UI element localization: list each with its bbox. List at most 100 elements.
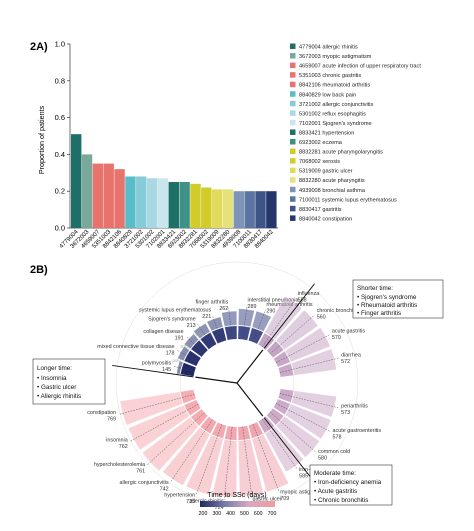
legend-swatch-4779004 bbox=[290, 43, 296, 49]
moderate-time-item-1: • Iron-deficiency anemia bbox=[314, 479, 382, 486]
legend-swatch-3721002 bbox=[290, 100, 296, 107]
faint-label-3: JSSS bbox=[192, 332, 203, 337]
bar-chart-bars bbox=[71, 134, 277, 228]
legend-swatch-7100011 bbox=[290, 196, 296, 202]
legend-entry-5351003: 5351003 chronic gastritis bbox=[299, 73, 361, 79]
radial-bar-interstitial pneumonia bbox=[238, 308, 255, 327]
radial-inner-cell-finger arthritis bbox=[224, 326, 237, 341]
radial-value-mixed connective tissue disease: 178 bbox=[166, 350, 175, 356]
longer-time-item-2: • Gastric ulcer bbox=[37, 384, 76, 391]
legend-swatch-5319009 bbox=[290, 167, 296, 174]
radial-guide-interstitial pneumonia bbox=[242, 305, 248, 340]
legend-swatch-5301002 bbox=[290, 110, 296, 116]
radial-value-iron-deficiency anemia: 585 bbox=[299, 473, 308, 479]
faint-label-1: poly bbox=[172, 358, 181, 363]
radial-divider-1 bbox=[195, 376, 238, 384]
legend-entry-8840829: 8840829 low back pain bbox=[299, 92, 356, 98]
radial-value-periarthritis: 573 bbox=[341, 410, 350, 416]
longer-time-item-3: • Allergic rhinitis bbox=[37, 393, 81, 400]
radial-guide-constipation bbox=[118, 394, 195, 415]
legend-entry-6923002: 6923002 eczema bbox=[299, 140, 343, 146]
legend-entry-3721002: 3721002 allergic conjunctivitis bbox=[299, 102, 374, 108]
radial-bar-finger arthritis bbox=[221, 311, 237, 327]
colorbar-tick-200: 200 bbox=[199, 511, 208, 517]
radial-guide-allergic rhinitis bbox=[223, 426, 233, 501]
radial-value-Sjogren's syndrome: 213 bbox=[187, 323, 196, 329]
radial-guide-acute gastritis bbox=[275, 334, 330, 363]
colorbar-tick-400: 400 bbox=[226, 511, 235, 517]
radial-guide-mixed connective tissue disease bbox=[177, 350, 199, 363]
radial-bar-allergic rhinitis bbox=[212, 439, 237, 498]
radial-label-mixed connective tissue disease: mixed connective tissue disease bbox=[97, 344, 174, 350]
colorbar-title: Time to SSc (days) bbox=[207, 492, 266, 499]
radial-inner-cell-systemic lupus erythematosus bbox=[211, 327, 227, 344]
radial-label-common cold: common cold bbox=[318, 449, 350, 455]
bar-3672003 bbox=[81, 154, 93, 228]
longer-time-title: Longer time: bbox=[37, 365, 72, 372]
bar-3721002 bbox=[136, 176, 147, 228]
y-axis-title: Proportion of patients bbox=[37, 105, 46, 174]
radial-divider-line-2 bbox=[263, 283, 315, 349]
bar-5351003 bbox=[103, 163, 114, 228]
y-tick-label: 0.0 bbox=[55, 224, 65, 233]
legend-entry-8832281: 8832281 acute pharyngolaryngitis bbox=[299, 150, 383, 156]
bar-7068002 bbox=[201, 187, 212, 228]
radial-guide-iron-deficiency anemia bbox=[262, 418, 298, 470]
bar-7100011 bbox=[244, 191, 255, 228]
bar-6923002 bbox=[179, 182, 190, 228]
colorbar-tick-700: 700 bbox=[268, 511, 277, 517]
radial-label-chronic bronchitis: chronic bronchitis bbox=[317, 308, 359, 314]
bar-5319009 bbox=[211, 189, 223, 228]
colorbar-tick-500: 500 bbox=[240, 511, 249, 517]
y-tick-label: 1.0 bbox=[55, 40, 65, 49]
radial-bar-insomnia bbox=[128, 405, 190, 450]
y-tick-label: 0.4 bbox=[55, 150, 65, 159]
radial-inner-cell-allergic conjunctivitis bbox=[200, 416, 217, 434]
legend-entry-4659007: 4659007 acute infection of upper respira… bbox=[299, 64, 421, 70]
radial-value-constipation: 769 bbox=[107, 417, 116, 423]
radial-bar-myopic astigmatism bbox=[252, 434, 289, 492]
radial-label-Sjogren's syndrome: Sjogren's syndrome bbox=[148, 316, 195, 322]
shorter-time-title: Shorter time: bbox=[357, 285, 393, 292]
radial-label-acute gastroenteritis: acute gastroenteritis bbox=[333, 428, 382, 434]
bar-8840042 bbox=[266, 191, 277, 228]
radial-value-interstitial pneumonia: 289 bbox=[248, 304, 257, 310]
radial-value-diarrhea: 572 bbox=[341, 359, 350, 365]
radial-value-insomnia: 762 bbox=[119, 444, 128, 450]
radial-bar-influenza bbox=[265, 296, 302, 340]
legend-entry-8840042: 8840042 constipation bbox=[299, 216, 352, 222]
moderate-time-item-2: • Acute gastritis bbox=[314, 488, 357, 495]
radial-inner-cell-mixed connective tissue disease bbox=[184, 350, 201, 367]
radial-value-common cold: 580 bbox=[318, 456, 327, 462]
y-tick-label: 0.6 bbox=[55, 113, 65, 122]
bar-4659007 bbox=[92, 163, 104, 228]
radial-label-hypercholesterolemia: hypercholesterolemia bbox=[94, 462, 145, 468]
radial-guide-polymyositis bbox=[174, 366, 195, 372]
radial-label-constipation: constipation bbox=[87, 410, 116, 416]
bar-7102001 bbox=[157, 178, 169, 228]
radial-inner-cell-influenza bbox=[258, 333, 275, 350]
bar-8833421 bbox=[168, 182, 179, 228]
radial-divider-3 bbox=[236, 382, 264, 417]
radial-inner-cell-allergic rhinitis bbox=[224, 425, 237, 440]
radial-bar-systemic lupus erythematosus bbox=[207, 316, 223, 331]
radial-divider-line-3 bbox=[263, 417, 315, 483]
radial-bar-rheumatoid arthritis bbox=[252, 311, 271, 332]
bar-chart-legend: 4779004 allergic rhinitis 3672003 myopic … bbox=[290, 43, 421, 222]
bar-8840829 bbox=[125, 176, 136, 228]
legend-entry-7102001: 7102001 Sjogren's syndrome bbox=[299, 121, 372, 127]
radial-value-allergic conjunctivitis: 742 bbox=[160, 486, 169, 492]
legend-swatch-8840829 bbox=[290, 91, 296, 97]
radial-value-acute gastritis: 570 bbox=[332, 335, 341, 341]
radial-bar-diarrhea bbox=[291, 349, 337, 376]
legend-entry-8830417: 8830417 gastritis bbox=[299, 207, 342, 213]
radial-label-influenza: influenza bbox=[298, 291, 320, 297]
radial-value-collagen disease: 191 bbox=[175, 336, 184, 342]
radial-inner-cell-constipation bbox=[180, 389, 196, 404]
radial-guide-hypertension bbox=[195, 424, 223, 495]
legend-entry-5319009: 5319009 gastric ulcer bbox=[299, 169, 353, 175]
legend-entry-8832280: 8832280 acute pharyngitis bbox=[299, 178, 365, 184]
radial-inner-cell-hypertension bbox=[211, 422, 227, 439]
radial-inner-cell-diarrhea bbox=[278, 363, 294, 378]
